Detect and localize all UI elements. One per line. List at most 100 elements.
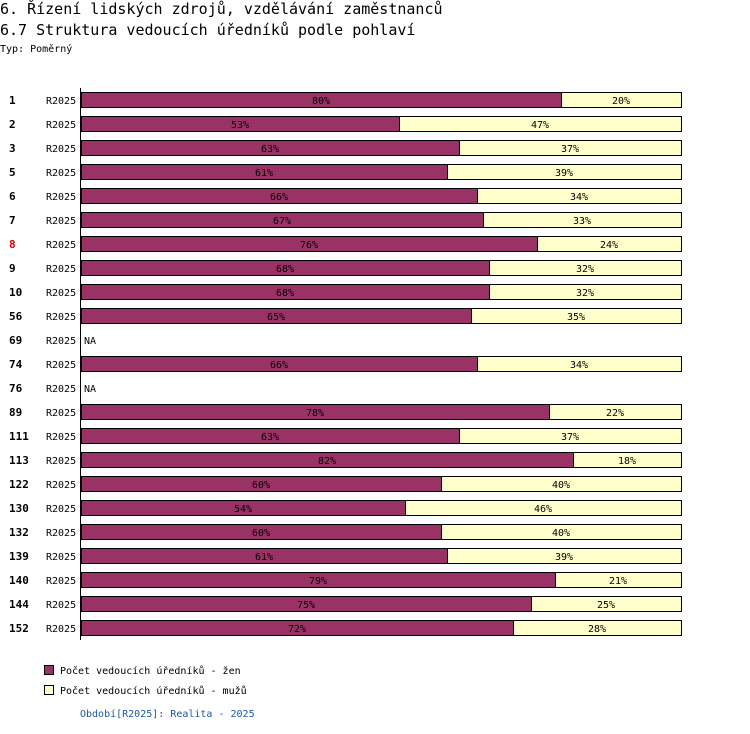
- period-label: R2025: [46, 144, 76, 155]
- period-label: R2025: [46, 552, 76, 563]
- data-label: 80%: [312, 96, 330, 107]
- data-label: 22%: [606, 408, 624, 419]
- bar-segment-men: [549, 404, 682, 420]
- period-label: R2025: [46, 528, 76, 539]
- category-label: 2: [9, 118, 16, 131]
- bar-segment-men: [447, 548, 682, 564]
- na-label: NA: [84, 336, 96, 347]
- data-label: 20%: [612, 96, 630, 107]
- category-label: 5: [9, 166, 16, 179]
- data-label: 32%: [576, 264, 594, 275]
- data-label: 37%: [561, 432, 579, 443]
- data-label: 66%: [270, 360, 288, 371]
- period-label: R2025: [46, 624, 76, 635]
- period-label: R2025: [46, 432, 76, 443]
- bar-segment-men: [537, 236, 682, 252]
- data-label: 25%: [597, 600, 615, 611]
- bar-segment-men: [447, 164, 682, 180]
- data-label: 39%: [555, 168, 573, 179]
- data-label: 72%: [288, 624, 306, 635]
- legend-item-women: Počet vedoucích úředníků - žen: [44, 665, 241, 677]
- category-label: 113: [9, 454, 29, 467]
- legend-label-women: Počet vedoucích úředníků - žen: [60, 666, 241, 677]
- data-label: 68%: [276, 288, 294, 299]
- data-label: 60%: [252, 528, 270, 539]
- data-label: 68%: [276, 264, 294, 275]
- period-label: R2025: [46, 312, 76, 323]
- category-label: 3: [9, 142, 16, 155]
- data-label: 66%: [270, 192, 288, 203]
- data-label: 54%: [234, 504, 252, 515]
- category-label: 1: [9, 94, 16, 107]
- chart-type-label: Typ: Poměrný: [0, 44, 73, 55]
- category-label: 132: [9, 526, 29, 539]
- data-label: 76%: [300, 240, 318, 251]
- chart-title: 6.7 Struktura vedoucích úředníků podle p…: [0, 21, 416, 39]
- category-label: 69: [9, 334, 22, 347]
- period-label: R2025: [46, 192, 76, 203]
- data-label: 63%: [261, 144, 279, 155]
- data-label: 40%: [552, 480, 570, 491]
- category-label: 56: [9, 310, 23, 323]
- period-label: R2025: [46, 456, 76, 467]
- legend-label-men: Počet vedoucích úředníků - mužů: [60, 686, 247, 697]
- data-label: 18%: [618, 456, 636, 467]
- data-label: 61%: [255, 168, 273, 179]
- data-label: 82%: [318, 456, 336, 467]
- bar-segment-men: [399, 116, 682, 132]
- data-label: 40%: [552, 528, 570, 539]
- category-label: 8: [9, 238, 16, 251]
- category-label: 6: [9, 190, 16, 203]
- bar-segment-men: [477, 188, 682, 204]
- data-label: 65%: [267, 312, 285, 323]
- category-label: 7: [9, 214, 16, 227]
- period-label: R2025: [46, 600, 76, 611]
- bar-segment-men: [531, 596, 682, 612]
- period-label: R2025: [46, 120, 76, 131]
- bar-segment-men: [459, 428, 682, 444]
- period-label: R2025: [46, 216, 76, 227]
- period-label: R2025: [46, 168, 76, 179]
- bar-segment-men: [561, 92, 682, 108]
- bar-segment-men: [477, 356, 682, 372]
- na-label: NA: [84, 384, 96, 395]
- data-label: 53%: [231, 120, 249, 131]
- period-label: R2025: [46, 264, 76, 275]
- category-label: 10: [9, 286, 22, 299]
- data-label: 39%: [555, 552, 573, 563]
- bar-segment-men: [573, 452, 682, 468]
- category-label: 9: [9, 262, 16, 275]
- data-label: 46%: [534, 504, 552, 515]
- category-label: 89: [9, 406, 22, 419]
- legend-swatch-women: [44, 665, 54, 675]
- bar-segment-men: [555, 572, 682, 588]
- data-label: 60%: [252, 480, 270, 491]
- bar-segment-men: [513, 620, 682, 636]
- period-label: R2025: [46, 384, 76, 395]
- bar-segment-men: [459, 140, 682, 156]
- category-label: 152: [9, 622, 29, 635]
- category-label: 139: [9, 550, 29, 563]
- legend-item-men: Počet vedoucích úředníků - mužů: [44, 685, 247, 697]
- data-label: 37%: [561, 144, 579, 155]
- data-label: 61%: [255, 552, 273, 563]
- data-label: 28%: [588, 624, 606, 635]
- data-label: 47%: [531, 120, 549, 131]
- bar-segment-men: [441, 476, 682, 492]
- period-label: R2025: [46, 336, 76, 347]
- category-label: 130: [9, 502, 29, 515]
- period-label: R2025: [46, 576, 76, 587]
- period-label: R2025: [46, 96, 76, 107]
- data-label: 67%: [273, 216, 291, 227]
- category-label: 76: [9, 382, 23, 395]
- period-label: R2025: [46, 480, 76, 491]
- data-label: 34%: [570, 360, 588, 371]
- bar-segment-men: [405, 500, 682, 516]
- period-label: R2025: [46, 504, 76, 515]
- data-label: 33%: [573, 216, 591, 227]
- legend-swatch-men: [44, 685, 54, 695]
- period-label: R2025: [46, 360, 76, 371]
- bar-segment-men: [483, 212, 682, 228]
- period-label: R2025: [46, 240, 76, 251]
